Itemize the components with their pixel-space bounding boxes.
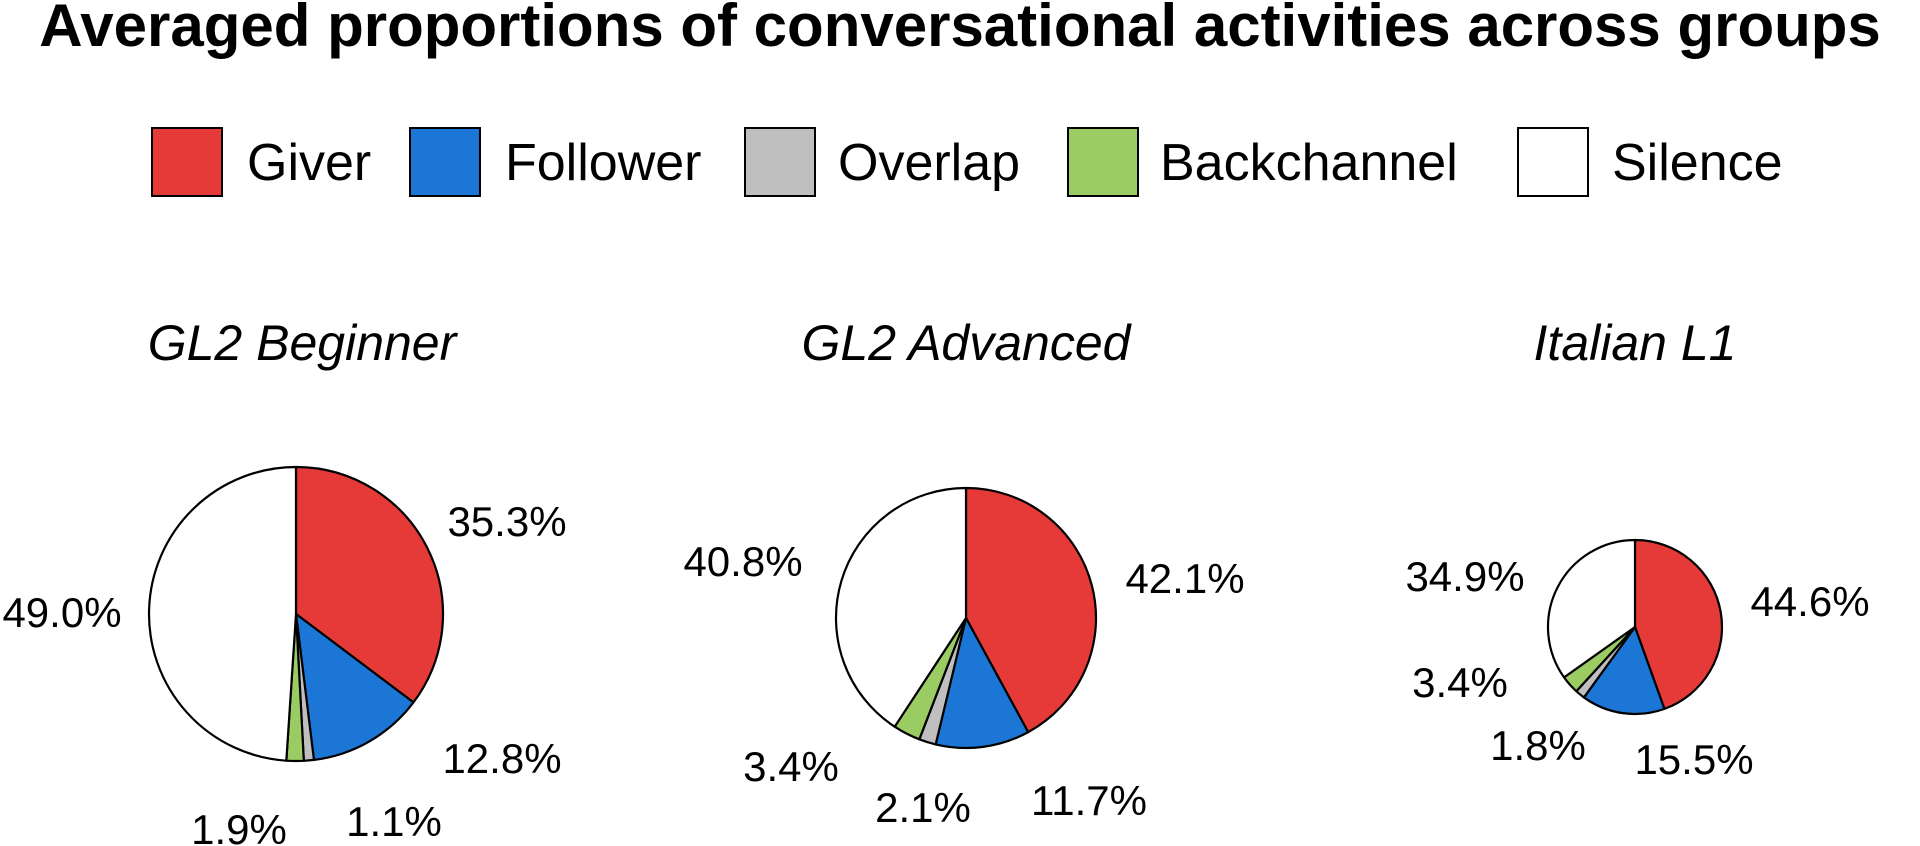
- legend: Giver Follower Overlap Backchannel Silence: [151, 127, 1783, 197]
- legend-item-silence: Silence: [1517, 127, 1783, 197]
- legend-item-follower: Follower: [409, 127, 702, 197]
- pie-italian-l1: Italian L1 44.6% 15.5% 1.8% 3.4% 34.9%: [1405, 315, 1869, 783]
- slice-label-silence: 34.9%: [1405, 553, 1524, 600]
- pie-gl2-beginner: GL2 Beginner 35.3% 12.8%1.1% 1.9% 49.0%: [2, 315, 566, 846]
- pie-title: Italian L1: [1534, 315, 1737, 371]
- slice-label-backchannel: 1.9%: [191, 806, 287, 846]
- legend-swatch-silence: [1517, 127, 1589, 197]
- slice-giver: [1633, 538, 1724, 710]
- slice-follower: [294, 612, 415, 761]
- legend-label-follower: Follower: [505, 134, 702, 192]
- slice-label-giver: 44.6%: [1750, 578, 1869, 625]
- pie-title: GL2 Beginner: [148, 315, 459, 371]
- legend-item-backchannel: Backchannel: [1067, 127, 1458, 197]
- slice-label-overlap: 1.1%: [346, 798, 442, 845]
- pies-container: GL2 Beginner 35.3% 12.8%1.1% 1.9% 49.0% GL2 A…: [2, 315, 1869, 846]
- legend-label-overlap: Overlap: [838, 134, 1020, 192]
- legend-swatch-backchannel: [1067, 127, 1139, 197]
- slice-label-silence: 40.8%: [683, 538, 802, 585]
- slice-silence: [147, 465, 298, 762]
- pie-gl2-advanced: GL2 Advanced 42.1% 11.7% 2.1% 3.4% 40.8%: [683, 315, 1244, 831]
- slice-silence: [1546, 538, 1637, 679]
- slice-label-follower: 12.8%: [442, 735, 561, 782]
- legend-swatch-follower: [409, 127, 481, 197]
- slice-label-backchannel: 3.4%: [1412, 659, 1508, 706]
- legend-label-giver: Giver: [247, 134, 371, 192]
- legend-item-overlap: Overlap: [744, 127, 1020, 197]
- pie-title: GL2 Advanced: [802, 315, 1133, 371]
- legend-swatch-giver: [151, 127, 223, 197]
- slice-label-follower: 15.5%: [1634, 736, 1753, 783]
- slice-giver: [964, 486, 1098, 734]
- slice-follower: [1582, 625, 1666, 716]
- slice-label-silence: 49.0%: [2, 589, 121, 636]
- legend-label-silence: Silence: [1612, 134, 1783, 192]
- slice-label-follower: 11.7%: [1031, 777, 1147, 824]
- legend-item-giver: Giver: [151, 127, 371, 197]
- slice-giver: [294, 465, 445, 704]
- slice-label-backchannel: 3.4%: [743, 743, 839, 790]
- slice-silence: [834, 486, 968, 728]
- slice-label-giver: 35.3%: [447, 498, 566, 545]
- legend-swatch-overlap: [744, 127, 816, 197]
- chart-title: Averaged proportions of conversational a…: [39, 0, 1881, 59]
- slice-label-overlap: 2.1%: [875, 784, 971, 831]
- slice-label-giver: 42.1%: [1125, 555, 1244, 602]
- legend-label-backchannel: Backchannel: [1160, 134, 1458, 192]
- slice-label-overlap: 1.8%: [1490, 722, 1586, 769]
